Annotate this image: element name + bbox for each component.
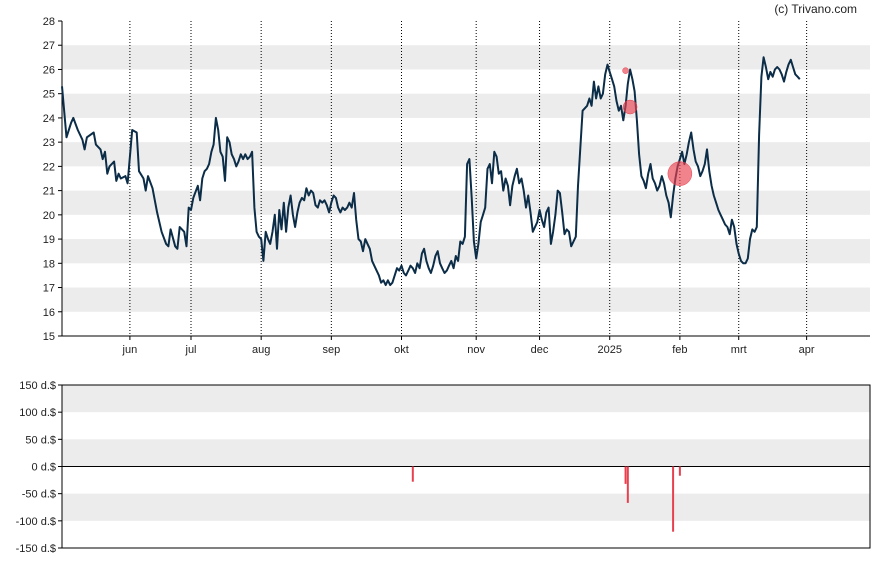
x-tick-label: sep [322, 344, 340, 356]
grid-band [62, 45, 870, 70]
grid-band [62, 142, 870, 167]
x-tick-label: 2025 [597, 344, 621, 356]
grid-band [62, 239, 870, 264]
y-tick-label: 26 [43, 64, 55, 76]
grid-band [62, 493, 870, 521]
y-tick-label: -100 d.$ [16, 516, 56, 528]
y-tick-label: 18 [43, 258, 55, 270]
y-tick-label: 19 [43, 234, 55, 246]
x-tick-label: feb [672, 344, 687, 356]
y-tick-label: 21 [43, 186, 55, 198]
grid-band [62, 439, 870, 467]
y-tick-label: 150 d.$ [19, 380, 56, 392]
transaction-bar [624, 466, 627, 484]
transaction-bar [411, 466, 414, 482]
y-tick-label: 25 [43, 89, 55, 101]
grid-band [62, 385, 870, 413]
y-tick-label: 20 [43, 210, 55, 222]
x-tick-label: apr [799, 344, 815, 356]
transaction-bar [672, 466, 675, 532]
y-tick-label: -150 d.$ [16, 543, 56, 555]
y-tick-label: -50 d.$ [22, 489, 56, 501]
y-tick-label: 28 [43, 16, 55, 28]
y-tick-label: 16 [43, 307, 55, 319]
y-tick-label: 23 [43, 137, 55, 149]
transaction-bar [678, 466, 681, 476]
x-tick-label: jun [122, 344, 138, 356]
trade-bubble [667, 161, 693, 186]
price-panel: 15 16 17 18 19 20 21 22 23 24 25 26 27 28 jun jul aug sep… [43, 16, 870, 356]
x-tick-label: mrt [731, 344, 747, 356]
y-tick-label: 0 d.$ [32, 462, 56, 474]
price-series-line [61, 56, 801, 287]
y-tick-label: 24 [43, 113, 55, 125]
trade-bubble [622, 67, 629, 74]
y-tick-label: 22 [43, 161, 55, 173]
x-tick-label: nov [467, 344, 485, 356]
x-tick-label: jul [185, 344, 197, 356]
y-tick-label: 100 d.$ [19, 407, 56, 419]
x-tick-label: aug [252, 344, 270, 356]
y-tick-label: 50 d.$ [25, 434, 56, 446]
grid-band [62, 93, 870, 118]
x-tick-label: dec [531, 344, 549, 356]
y-tick-label: 17 [43, 283, 55, 295]
x-tick-label: okt [394, 344, 409, 356]
grid-band [62, 287, 870, 312]
credit-label: (c) Trivano.com [774, 2, 857, 16]
y-tick-label: 27 [43, 40, 55, 52]
transaction-panel: 150 d.$ 100 d.$ 50 d.$ 0 d.$ -50 d.$ -100 d.$… [16, 380, 871, 555]
transaction-bar [626, 466, 629, 503]
y-tick-label: 15 [43, 331, 55, 343]
trade-bubble [622, 99, 638, 115]
